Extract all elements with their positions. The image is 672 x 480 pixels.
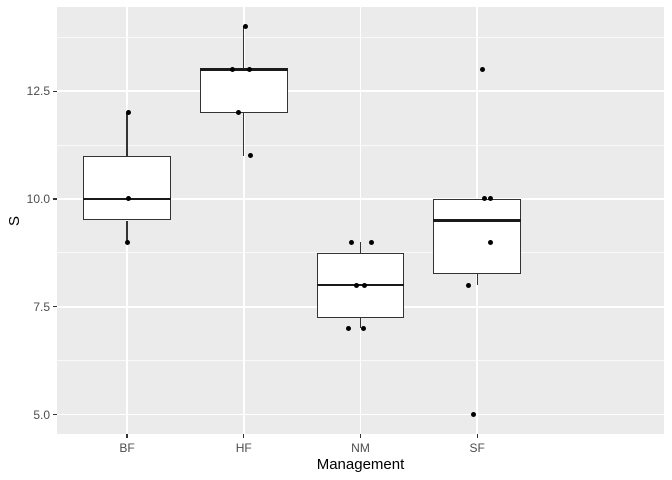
data-point bbox=[369, 239, 375, 245]
data-point bbox=[487, 239, 493, 245]
y-tick-mark bbox=[53, 198, 57, 200]
box-SF bbox=[433, 198, 521, 275]
data-point bbox=[247, 153, 253, 159]
y-tick-mark bbox=[53, 306, 57, 308]
data-point bbox=[126, 196, 132, 202]
x-tick-label-BF: BF bbox=[119, 441, 135, 455]
data-point bbox=[346, 325, 352, 331]
upper-whisker bbox=[243, 26, 245, 70]
median-line-NM bbox=[316, 283, 405, 287]
data-point bbox=[349, 239, 355, 245]
x-tick-label-HF: HF bbox=[235, 441, 252, 455]
y-tick-mark bbox=[53, 90, 57, 92]
lower-whisker bbox=[243, 112, 245, 156]
y-tick-mark bbox=[53, 413, 57, 416]
x-tick-mark bbox=[359, 434, 362, 438]
data-point bbox=[471, 412, 477, 418]
data-point bbox=[246, 67, 252, 73]
plot-panel bbox=[57, 7, 664, 434]
x-tick-mark bbox=[243, 434, 245, 438]
box-BF bbox=[83, 155, 171, 221]
y-tick-label: 12.5 bbox=[26, 84, 50, 99]
lower-whisker bbox=[126, 220, 128, 243]
major-gridline-x bbox=[243, 7, 245, 434]
x-tick-label-NM: NM bbox=[351, 441, 370, 455]
y-axis-title: S bbox=[6, 215, 23, 226]
data-point bbox=[360, 325, 366, 331]
data-point bbox=[361, 282, 367, 288]
data-point bbox=[243, 23, 249, 29]
y-tick-label: 10.0 bbox=[26, 191, 50, 206]
median-line-HF bbox=[199, 68, 288, 71]
data-point bbox=[354, 282, 360, 288]
major-gridline-x bbox=[359, 7, 362, 434]
data-point bbox=[126, 110, 132, 116]
y-tick-label: 5.0 bbox=[33, 407, 50, 422]
upper-whisker bbox=[359, 242, 362, 253]
y-tick-label: 7.5 bbox=[33, 299, 50, 314]
box-HF bbox=[199, 69, 288, 113]
data-point bbox=[236, 110, 242, 116]
x-tick-mark bbox=[476, 434, 478, 438]
data-point bbox=[125, 239, 131, 245]
lower-whisker bbox=[359, 317, 362, 329]
data-point bbox=[229, 67, 235, 73]
x-axis-title: Management bbox=[316, 456, 405, 473]
data-point bbox=[466, 282, 472, 288]
median-line-SF bbox=[433, 219, 521, 222]
upper-whisker bbox=[126, 112, 128, 156]
x-tick-mark bbox=[126, 434, 128, 438]
data-point bbox=[487, 196, 493, 202]
lower-whisker bbox=[476, 274, 478, 286]
x-tick-label-SF: SF bbox=[469, 441, 485, 455]
data-point bbox=[482, 196, 488, 202]
data-point bbox=[480, 67, 486, 73]
